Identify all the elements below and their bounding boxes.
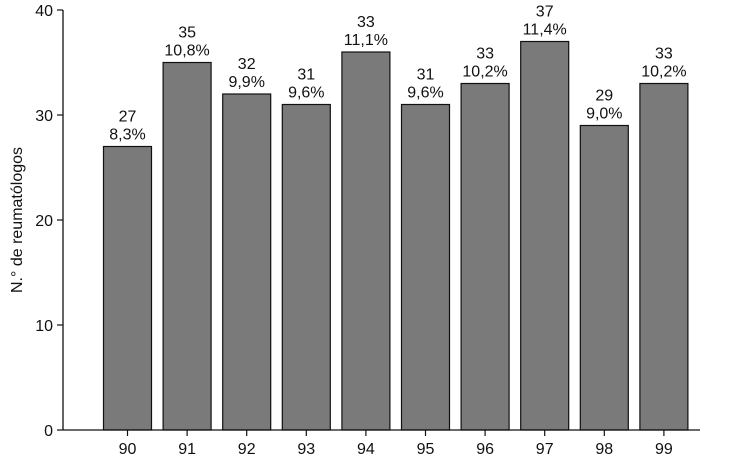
data-label-percent-91: 10,8% (164, 43, 209, 60)
bar-94 (341, 51, 391, 431)
y-tick-label-20: 20 (35, 213, 53, 230)
x-tick-label-92: 92 (238, 441, 256, 458)
x-tick-label-98: 98 (595, 441, 613, 458)
y-tick-label-40: 40 (35, 3, 53, 20)
x-tick-label-94: 94 (357, 441, 375, 458)
data-label-percent-90: 8,3% (109, 127, 145, 144)
data-label-count-93: 31 (297, 67, 315, 84)
data-label-count-96: 33 (476, 46, 494, 63)
bar-95 (400, 103, 451, 431)
axes-layer (57, 9, 700, 436)
data-label-percent-99: 10,2% (641, 64, 686, 81)
data-label-count-99: 33 (655, 46, 673, 63)
bar-91 (162, 61, 212, 431)
bar-90 (102, 145, 153, 431)
data-label-percent-96: 10,2% (462, 64, 507, 81)
data-label-count-92: 32 (238, 56, 256, 73)
data-label-percent-92: 9,9% (228, 74, 264, 91)
data-label-percent-93: 9,6% (288, 85, 324, 102)
y-tick-label-10: 10 (35, 318, 53, 335)
data-label-count-98: 29 (595, 88, 613, 105)
bar-92 (222, 93, 272, 431)
bar-97 (520, 40, 570, 431)
x-tick-label-97: 97 (536, 441, 554, 458)
labels-layer: 278,3%903510,8%91329,9%92319,6%933311,1%… (35, 3, 686, 458)
x-tick-label-99: 99 (655, 441, 673, 458)
data-label-count-97: 37 (536, 4, 554, 21)
bar-96 (460, 82, 510, 431)
data-label-percent-98: 9,0% (586, 106, 622, 123)
bar-99 (639, 82, 689, 431)
y-tick-label-0: 0 (44, 423, 53, 440)
x-tick-label-95: 95 (417, 441, 435, 458)
x-tick-label-93: 93 (297, 441, 315, 458)
data-label-percent-94: 11,1% (344, 32, 388, 49)
bars-layer (102, 40, 689, 431)
x-tick-label-96: 96 (476, 441, 494, 458)
data-label-count-94: 33 (357, 14, 375, 31)
data-label-percent-95: 9,6% (407, 85, 443, 102)
y-axis-title: N.° de reumatólogos (9, 147, 26, 293)
data-label-count-90: 27 (119, 109, 137, 126)
bar-98 (579, 124, 629, 431)
x-tick-label-90: 90 (119, 441, 137, 458)
y-tick-label-30: 30 (35, 108, 53, 125)
x-tick-label-91: 91 (178, 441, 196, 458)
data-label-count-91: 35 (178, 25, 196, 42)
data-label-count-95: 31 (417, 67, 435, 84)
data-label-percent-97: 11,4% (523, 22, 567, 39)
bar-93 (281, 103, 331, 431)
